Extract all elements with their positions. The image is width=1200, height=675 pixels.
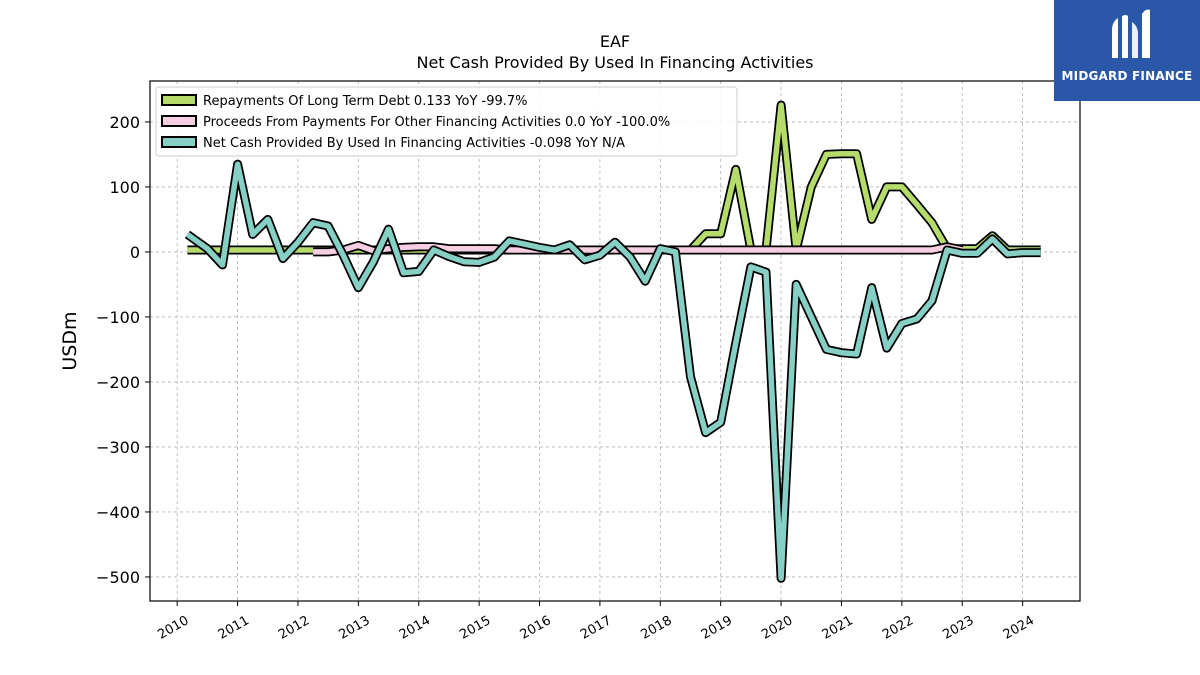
x-tick-label: 2014 [397,613,433,643]
legend-label: Repayments Of Long Term Debt 0.133 YoY -… [203,94,528,109]
midgard-logo-icon [1112,9,1150,58]
legend-label: Proceeds From Payments For Other Financi… [203,115,670,130]
y-tick-label: 100 [109,178,140,197]
y-axis: −500 −400 −300 −200 −100 0 100 200 [96,113,150,587]
legend-swatch [161,94,197,106]
y-tick-label: −400 [96,503,140,522]
legend-box [155,86,738,157]
x-tick-label: 2018 [638,613,674,643]
x-tick-label: 2017 [578,613,614,643]
x-tick-label: 2023 [940,613,976,643]
x-tick-label: 2020 [759,613,795,643]
series-1 [187,100,1041,255]
x-tick-label: 2010 [155,613,191,643]
x-tick-label: 2019 [699,613,735,643]
legend-item: Proceeds From Payments For Other Financi… [161,115,670,130]
x-tick-label: 2015 [457,613,493,643]
x-tick-label: 2016 [518,613,554,643]
legend-swatch [161,115,197,127]
series-2 [313,240,964,257]
legend-item: Net Cash Provided By Used In Financing A… [161,136,625,151]
series-line [187,102,1041,253]
legend-label: Net Cash Provided By Used In Financing A… [203,136,625,151]
x-tick-label: 2012 [276,613,312,643]
series-line-outline [184,159,1041,583]
series-line [185,161,1041,582]
y-tick-label: −300 [96,438,140,457]
grid [150,81,1080,601]
x-tick-label: 2024 [1001,613,1037,643]
plot-frame [149,80,1081,602]
chart-subtitle: Net Cash Provided By Used In Financing A… [416,53,813,72]
legend: Repayments Of Long Term Debt 0.133 YoY -… [155,86,738,157]
chart-title: EAF [600,32,630,51]
y-tick-label: −200 [96,373,140,392]
legend-swatch [161,136,197,148]
y-axis-label: USDm [59,311,81,370]
brand-logo: MIDGARD FINANCE [1054,0,1200,101]
y-tick-label: −100 [96,308,140,327]
brand-name: MIDGARD FINANCE [1061,69,1193,83]
x-tick-label: 2022 [880,613,916,643]
x-tick-label: 2011 [216,613,252,643]
series-3 [184,159,1041,583]
legend-item: Repayments Of Long Term Debt 0.133 YoY -… [161,94,528,109]
x-tick-label: 2013 [337,613,373,643]
x-tick-label: 2021 [820,613,856,643]
series-lines [184,100,1041,583]
y-tick-label: −500 [96,568,140,587]
x-axis: 2010 2011 2012 2013 2014 2015 2016 2017 2018 2019… [155,601,1037,643]
y-tick-label: 0 [130,243,140,262]
y-tick-label: 200 [109,113,140,132]
